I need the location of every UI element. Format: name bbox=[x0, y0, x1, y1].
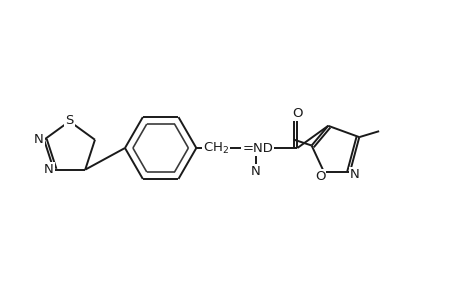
Text: CH$_2$: CH$_2$ bbox=[202, 140, 229, 156]
Text: N: N bbox=[250, 165, 260, 178]
Text: N: N bbox=[44, 163, 54, 176]
Text: S: S bbox=[65, 114, 73, 127]
Text: O: O bbox=[291, 107, 302, 120]
Text: O: O bbox=[314, 170, 325, 183]
Text: =ND: =ND bbox=[242, 142, 273, 154]
Text: N: N bbox=[349, 168, 359, 181]
Text: N: N bbox=[34, 133, 44, 146]
